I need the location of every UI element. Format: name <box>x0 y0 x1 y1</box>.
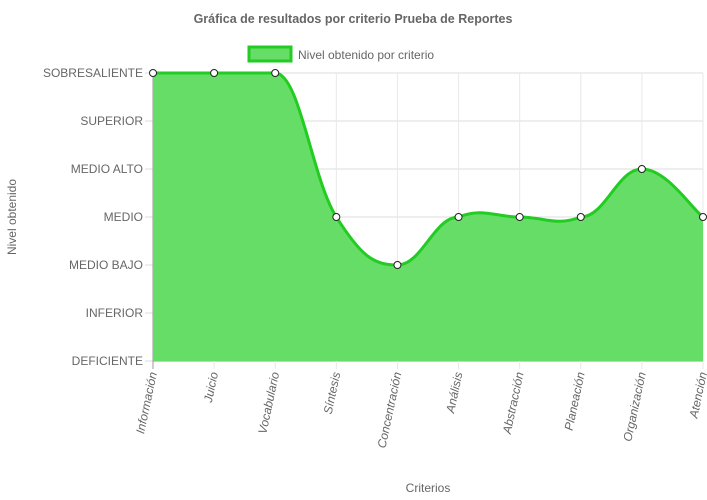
x-tick-label: Vocabulario <box>255 370 282 435</box>
legend-label: Nivel obtenido por criterio <box>298 48 434 62</box>
x-tick-label: Concentración <box>375 370 405 449</box>
data-point[interactable] <box>210 69 219 77</box>
y-axis-title: Nivel obtenido <box>5 179 19 255</box>
x-axis-title: Criterios <box>406 481 451 495</box>
y-axis-ticks: DEFICIENTE INFERIOR MEDIO BAJO MEDIO MEDIO A… <box>43 66 143 368</box>
data-point[interactable] <box>332 213 341 221</box>
data-point[interactable] <box>699 213 707 221</box>
y-tick-label: MEDIO BAJO <box>69 258 143 272</box>
data-point[interactable] <box>149 69 157 77</box>
data-point[interactable] <box>637 165 646 173</box>
y-tick-label: MEDIO <box>104 210 143 224</box>
y-tick-label: SUPERIOR <box>80 114 143 128</box>
data-points <box>149 69 707 269</box>
x-tick-label: Análisis <box>443 371 466 415</box>
legend-swatch <box>247 45 293 63</box>
x-tick-label: Síntesis <box>321 371 344 416</box>
x-axis-ticks: Información Juicio Vocabulario Síntesis Conc… <box>133 370 707 449</box>
data-point[interactable] <box>515 213 524 221</box>
data-point[interactable] <box>271 69 280 77</box>
x-tick-label: Juicio <box>201 370 221 404</box>
legend[interactable]: Nivel obtenido por criterio <box>247 45 434 63</box>
x-tick-label: Organización <box>620 370 648 442</box>
x-tick-label: Atención <box>686 370 707 420</box>
y-tick-label: DEFICIENTE <box>72 354 143 368</box>
data-point[interactable] <box>393 261 402 269</box>
x-tick-label: Planeación <box>562 370 588 431</box>
series-fill <box>153 73 703 361</box>
x-tick-label: Abstracción <box>500 370 527 436</box>
x-tick-label: Información <box>133 370 160 435</box>
series-area <box>153 71 704 361</box>
data-point[interactable] <box>454 213 463 221</box>
chart-title: Gráfica de resultados por criterio Prueb… <box>194 12 513 26</box>
y-tick-label: INFERIOR <box>86 306 144 320</box>
y-tick-label: SOBRESALIENTE <box>43 66 143 80</box>
data-point[interactable] <box>576 213 585 221</box>
y-tick-label: MEDIO ALTO <box>71 162 143 176</box>
series-line <box>153 71 704 267</box>
